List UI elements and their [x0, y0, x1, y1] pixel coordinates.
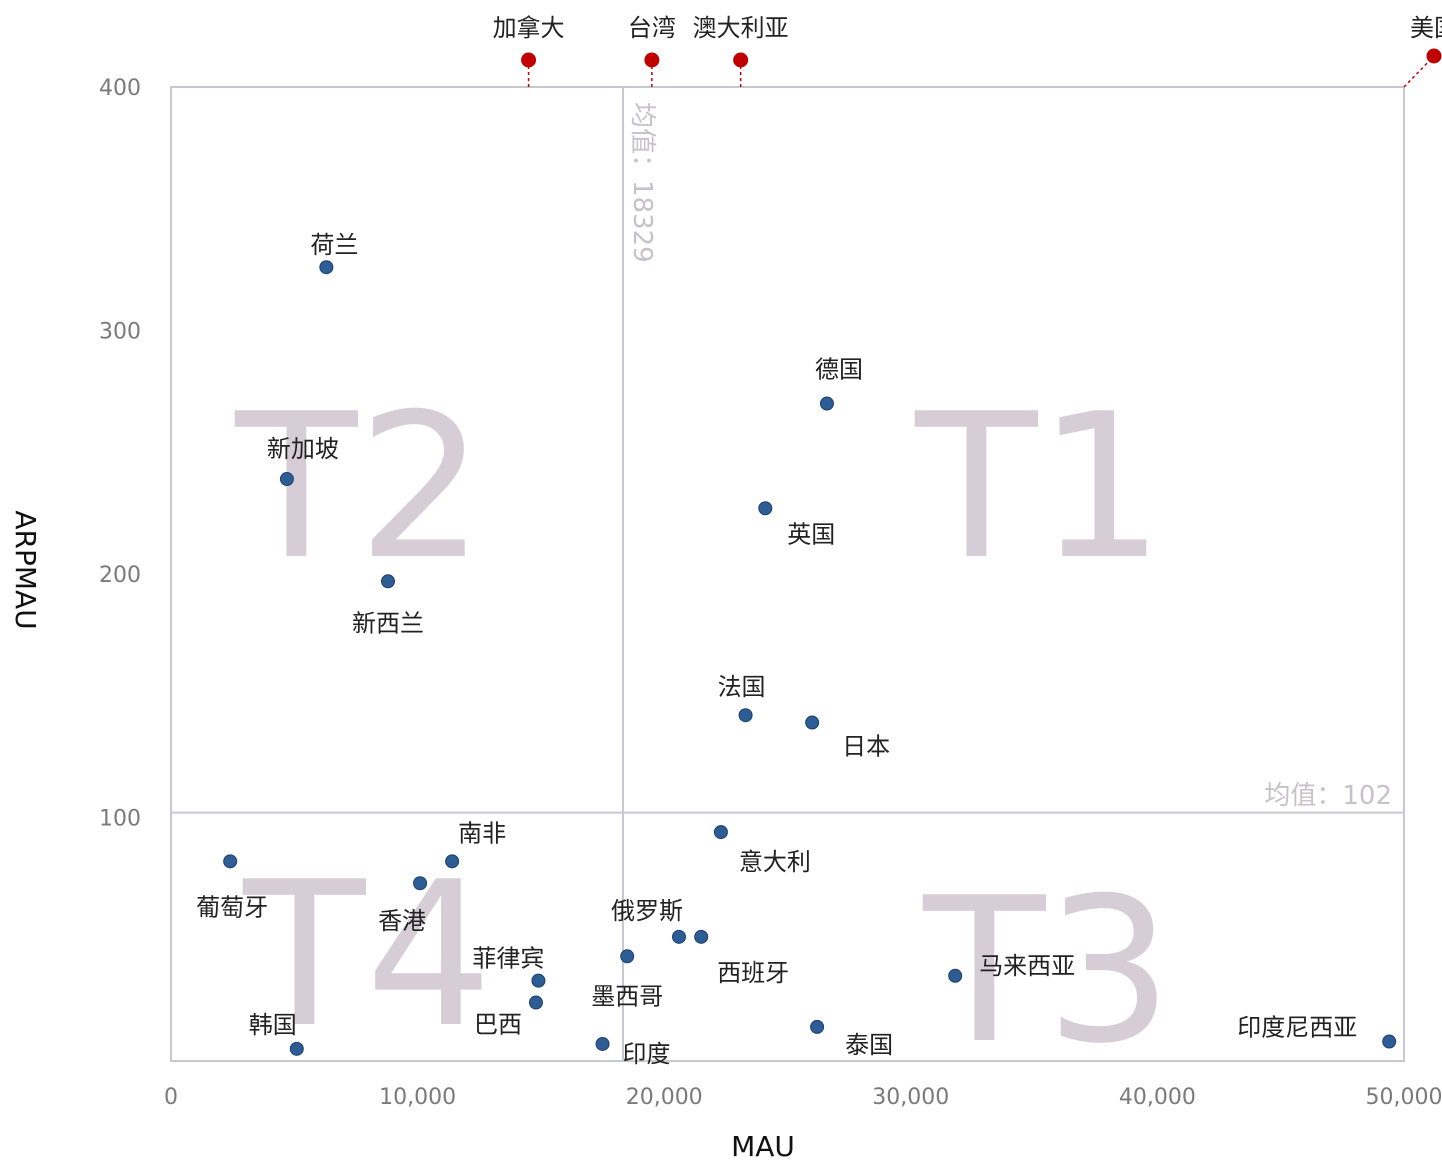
y-axis-title: ARPMAU: [9, 510, 42, 629]
data-point: [445, 854, 460, 869]
data-point: [223, 854, 238, 869]
x-tick-label: 50,000: [1366, 1085, 1442, 1110]
plot-frame: [170, 86, 1405, 1062]
data-point: [595, 1036, 610, 1051]
data-point-label: 马来西亚: [979, 952, 1075, 980]
x-tick-label: 40,000: [1119, 1085, 1196, 1110]
y-tick-label: 300: [99, 320, 141, 345]
data-point: [694, 929, 709, 944]
data-point-label: 西班牙: [717, 959, 789, 987]
quadrant-label-t2: T2: [234, 371, 484, 604]
x-tick-label: 10,000: [379, 1085, 456, 1110]
outlier-label: 台湾: [628, 14, 676, 42]
data-point: [381, 574, 396, 589]
data-point-label: 葡萄牙: [196, 893, 268, 921]
data-point: [738, 708, 753, 723]
data-point-label: 南非: [458, 819, 506, 847]
outlier-point: [733, 52, 749, 68]
mean-x-label: 均值：18329: [627, 102, 657, 263]
data-point: [413, 876, 428, 891]
data-point-label: 香港: [378, 907, 426, 935]
data-point: [805, 715, 820, 730]
data-point: [1382, 1034, 1397, 1049]
data-point-label: 德国: [815, 356, 863, 384]
quadrant-label-t1: T1: [914, 371, 1164, 604]
outlier-label: 加拿大: [493, 14, 565, 42]
data-point: [531, 973, 546, 988]
data-point: [620, 949, 635, 964]
data-point: [758, 501, 773, 516]
data-point: [713, 825, 728, 840]
data-point-label: 日本: [842, 733, 890, 761]
x-tick-label: 20,000: [626, 1085, 703, 1110]
data-point-label: 印度: [623, 1040, 671, 1068]
data-point: [819, 396, 834, 411]
data-point-label: 菲律宾: [472, 945, 544, 973]
data-point-label: 韩国: [249, 1011, 297, 1039]
outlier-point: [521, 52, 537, 68]
outlier-leader-line: [1403, 55, 1435, 88]
quadrant-label-t4: T4: [242, 839, 492, 1072]
data-point-label: 墨西哥: [591, 982, 663, 1010]
data-point-label: 法国: [718, 673, 766, 701]
data-point: [528, 995, 543, 1010]
data-point: [289, 1041, 304, 1056]
data-point: [319, 260, 334, 275]
data-point: [948, 968, 963, 983]
data-point-label: 荷兰: [310, 231, 358, 259]
y-tick-label: 400: [99, 76, 141, 101]
outlier-point: [644, 52, 660, 68]
outlier-label: 澳大利亚: [693, 14, 789, 42]
x-tick-label: 30,000: [872, 1085, 949, 1110]
data-point-label: 意大利: [739, 848, 811, 876]
data-point-label: 英国: [787, 520, 835, 548]
data-point: [279, 472, 294, 487]
data-point-label: 泰国: [845, 1031, 893, 1059]
data-point-label: 印度尼西亚: [1237, 1014, 1357, 1042]
quadrant-label-t3: T3: [922, 855, 1172, 1088]
x-tick-label: 0: [164, 1085, 178, 1110]
x-axis-title: MAU: [731, 1130, 795, 1160]
data-point-label: 新加坡: [267, 435, 339, 463]
data-point-label: 巴西: [474, 1011, 522, 1039]
data-point: [810, 1019, 825, 1034]
y-tick-label: 100: [99, 807, 141, 832]
outlier-label: 美国: [1410, 14, 1442, 42]
data-point-label: 俄罗斯: [611, 897, 683, 925]
data-point-label: 新西兰: [352, 609, 424, 637]
outlier-point: [1426, 48, 1442, 64]
mean-y-label: 均值：102: [1264, 781, 1392, 811]
y-tick-label: 200: [99, 563, 141, 588]
data-point: [671, 929, 686, 944]
